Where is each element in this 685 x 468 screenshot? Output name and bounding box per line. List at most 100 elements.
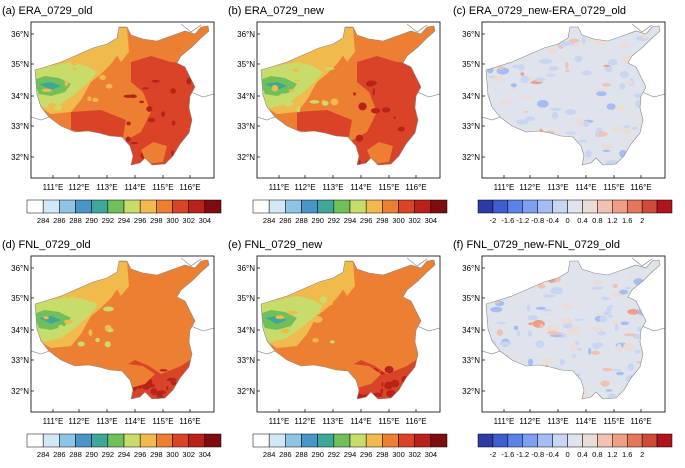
field-anomaly: [524, 383, 534, 390]
field-anomaly: [520, 278, 527, 286]
colorbar-label: 290: [85, 216, 98, 225]
field-spot: [372, 88, 375, 96]
map-panel-d: (d) FNL_0729_old 36°N 35°N 34°N 33°N 32°N 111°…: [2, 239, 222, 459]
field-patch: [287, 310, 298, 315]
lon-label: 113°E: [547, 417, 568, 426]
field-anomaly: [626, 80, 634, 85]
field-anomaly: [489, 26, 498, 34]
field-anomaly: [486, 381, 490, 386]
field-anomaly: [517, 27, 528, 36]
field-spot: [142, 87, 150, 90]
colorbar-label: 0.8: [592, 450, 602, 459]
colorbar-swatch: [252, 199, 270, 214]
lat-label: 34°N: [11, 92, 29, 101]
field-patch: [53, 340, 61, 345]
field-patch: [265, 103, 275, 108]
field-anomaly: [546, 398, 556, 399]
lat-label: 34°N: [462, 326, 480, 335]
field-spot: [393, 162, 401, 165]
field-spot: [135, 397, 145, 399]
field-layer-e: [261, 260, 435, 399]
neighbor-border: [190, 325, 215, 332]
field-anomaly: [539, 58, 552, 64]
neighbor-border: [190, 91, 215, 98]
lon-label: 115°E: [152, 417, 173, 426]
field-spot: [411, 384, 414, 391]
colorbar-swatch: [252, 433, 270, 448]
colorbar-label: -1.6: [501, 450, 514, 459]
field-spot: [166, 377, 177, 382]
field-spot: [370, 107, 381, 114]
field-anomaly: [561, 385, 572, 389]
field-anomaly: [583, 26, 596, 27]
colorbar-label: 288: [295, 450, 308, 459]
field-local-c: [486, 26, 660, 165]
field-anomaly: [486, 122, 496, 130]
field-anomaly: [487, 56, 501, 62]
lat-label: 32°N: [237, 387, 255, 396]
colorbar-label: 1.2: [607, 216, 617, 225]
field-patch: [107, 328, 114, 333]
field-patch: [319, 296, 328, 304]
map-panel-f: (f) FNL_0729_new-FNL_0729_old 36°N 35°N 34°…: [453, 239, 673, 459]
colorbar-label: 300: [392, 216, 405, 225]
lat-label: 33°N: [11, 356, 29, 365]
colorbar-label: 294: [344, 216, 357, 225]
field-anomaly: [550, 286, 563, 295]
lat-label: 36°N: [462, 264, 480, 273]
field-anomaly: [581, 70, 592, 76]
field-anomaly: [509, 139, 520, 143]
colorbar-label: 298: [376, 216, 389, 225]
field-anomaly: [583, 120, 590, 127]
field-anomaly: [638, 123, 644, 128]
lon-label: 116°E: [405, 417, 426, 426]
province-outline: [485, 259, 661, 400]
colorbar-label: 300: [392, 450, 405, 459]
field-anomaly: [642, 34, 648, 39]
field-patch: [86, 302, 98, 307]
colorbar-swatch: [188, 199, 206, 214]
field-anomaly: [614, 104, 625, 112]
map-panel-b: (b) ERA_0729_new 36°N 35°N 34°N 33°N 32°N 111°…: [228, 5, 448, 225]
lat-label: 34°N: [11, 326, 29, 335]
field-spot: [187, 400, 191, 404]
field-spot: [386, 389, 396, 398]
colorbar-swatch: [139, 433, 157, 448]
colorbar-label: 290: [311, 216, 324, 225]
lat-label: 36°N: [237, 264, 255, 273]
colorbar-swatch: [626, 433, 643, 448]
field-anomaly: [497, 65, 504, 70]
colorbar-label: 292: [328, 450, 341, 459]
field-mountain-zone: [115, 262, 129, 296]
colorbar-f: -2 -1.6 -1.2 -0.8 -0.4 0 0.4 0.8 1.2 1.6 2: [477, 433, 673, 459]
field-local-d: [35, 260, 209, 404]
field-anomaly: [588, 347, 592, 355]
colorbar-d: 284 286 288 290 292 294 296 298 300 302 304: [26, 433, 222, 459]
lon-label: 116°E: [630, 417, 651, 426]
field-anomaly: [546, 73, 556, 77]
field-anomaly: [486, 376, 493, 381]
field-spot: [166, 386, 169, 391]
field-anomaly: [603, 64, 610, 68]
lon-label: 113°E: [96, 417, 117, 426]
map-panel-c: (c) ERA_0729_new-ERA_0729_old 36°N 35°N 34°…: [453, 5, 673, 225]
map-frame: [481, 21, 666, 179]
field-mountain-zone: [367, 142, 393, 164]
field-anomaly: [521, 95, 534, 99]
field-anomaly: [524, 45, 535, 48]
field-anomaly: [550, 378, 563, 387]
field-patch: [64, 319, 73, 324]
field-spot: [407, 145, 416, 153]
field-local-b: [261, 26, 435, 165]
colorbar-swatch: [414, 433, 432, 448]
colorbar-swatch: [522, 433, 538, 448]
colorbar-swatch: [156, 433, 173, 448]
field-anomaly: [487, 158, 493, 162]
field-local-f: [486, 260, 660, 399]
colorbar-swatch: [552, 433, 568, 448]
field-layer-f: [486, 260, 660, 399]
field-anomaly: [645, 119, 650, 126]
field-anomaly: [627, 309, 640, 315]
field-spot: [357, 393, 364, 399]
colorbar-swatch: [414, 199, 432, 214]
